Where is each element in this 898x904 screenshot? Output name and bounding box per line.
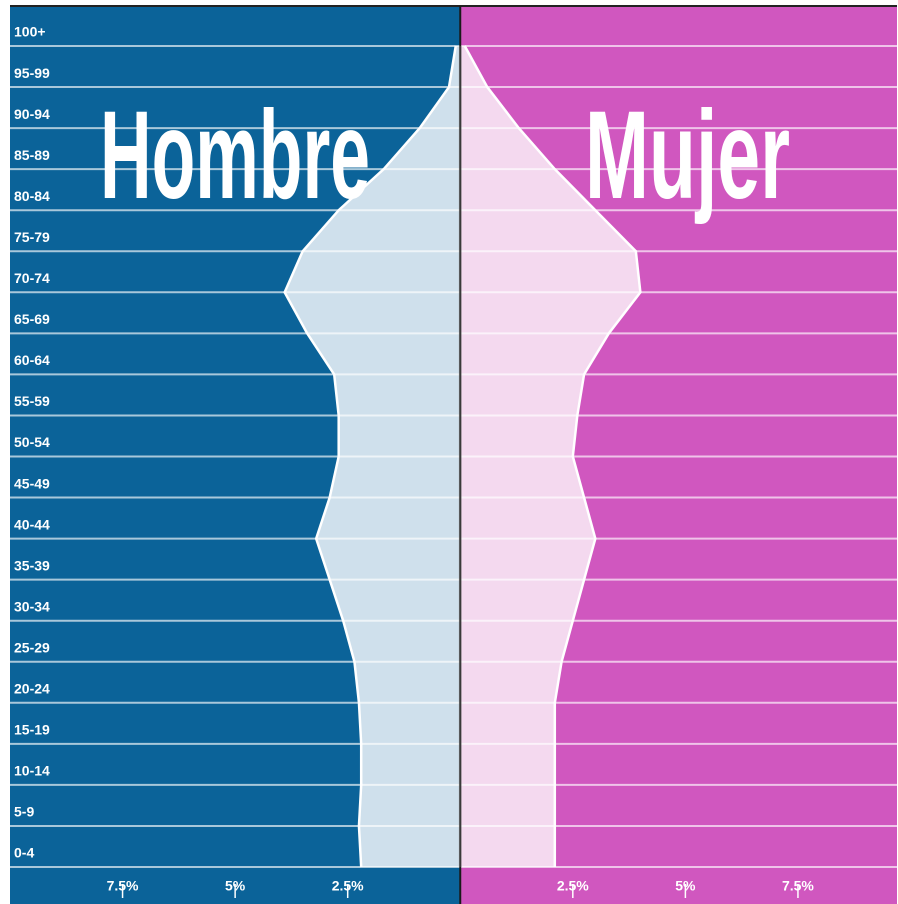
y-tick-label: 85-89 <box>14 147 50 163</box>
y-tick-label: 50-54 <box>14 434 50 450</box>
legend-label: Mujer <box>585 86 790 225</box>
area-outline <box>463 45 642 867</box>
x-tick-label: 5% <box>675 878 696 894</box>
x-tick-label: 2.5% <box>557 878 589 894</box>
y-tick-label: 35-39 <box>14 557 50 573</box>
y-tick-label: 20-24 <box>14 681 50 697</box>
x-tick-label: 7.5% <box>107 878 139 894</box>
y-tick-label: 75-79 <box>14 229 50 245</box>
x-tick-label: 7.5% <box>782 878 814 894</box>
y-tick-label: 40-44 <box>14 516 50 532</box>
y-tick-label: 90-94 <box>14 106 50 122</box>
y-tick-label: 30-34 <box>14 598 50 614</box>
y-tick-label: 45-49 <box>14 475 50 491</box>
y-tick-label: 10-14 <box>14 763 50 779</box>
y-tick-label: 5-9 <box>14 804 34 820</box>
y-tick-label: 15-19 <box>14 722 50 738</box>
y-tick-label: 70-74 <box>14 270 50 286</box>
x-tick-label: 5% <box>225 878 246 894</box>
y-tick-label: 0-4 <box>14 845 34 861</box>
y-tick-label: 55-59 <box>14 393 50 409</box>
x-tick-label: 2.5% <box>332 878 364 894</box>
area-outline <box>283 45 457 868</box>
legend-label: Hombre <box>100 86 370 225</box>
y-tick-label: 25-29 <box>14 639 50 655</box>
y-tick-label: 60-64 <box>14 352 50 368</box>
y-tick-label: 80-84 <box>14 188 50 204</box>
y-tick-label: 65-69 <box>14 311 50 327</box>
y-tick-label: 95-99 <box>14 65 50 81</box>
y-tick-label: 100+ <box>14 24 46 40</box>
